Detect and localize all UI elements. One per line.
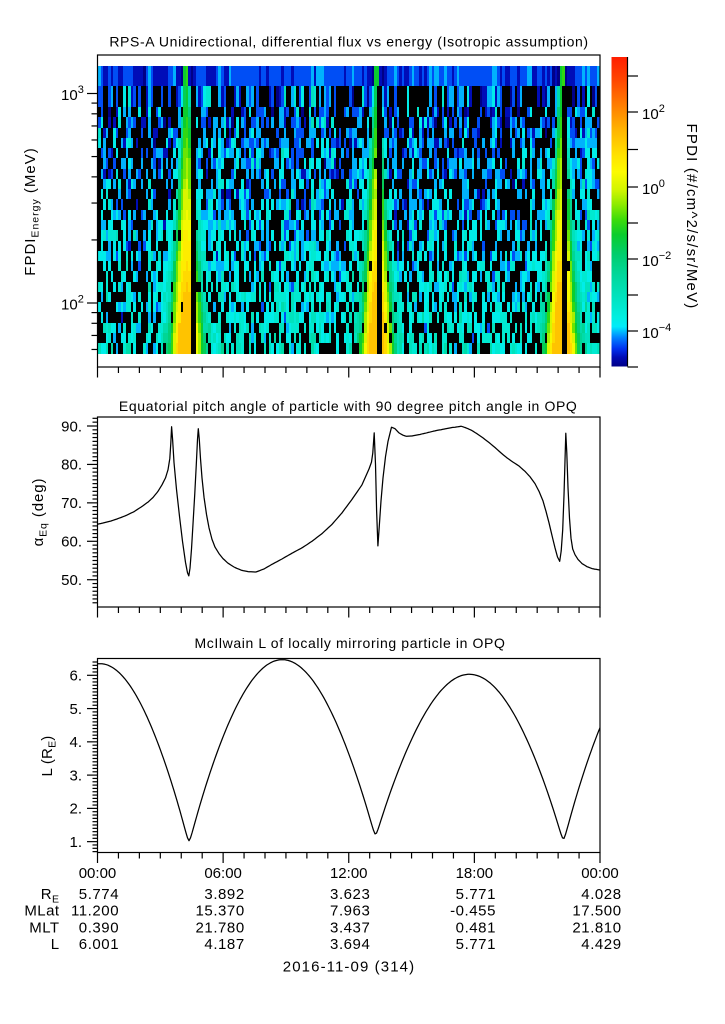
svg-text:-0.455: -0.455 <box>450 903 496 920</box>
svg-text:MLT: MLT <box>29 919 59 936</box>
svg-text:3.694: 3.694 <box>330 936 370 953</box>
svg-text:5.771: 5.771 <box>456 936 496 953</box>
svg-text:6.: 6. <box>69 668 82 685</box>
svg-text:4.028: 4.028 <box>581 886 621 903</box>
svg-text:2.: 2. <box>69 801 82 818</box>
svg-text:06:00: 06:00 <box>204 865 242 882</box>
svg-text:3.437: 3.437 <box>330 919 370 936</box>
svg-text:MLat: MLat <box>24 903 60 920</box>
svg-text:21.810: 21.810 <box>572 919 621 936</box>
svg-text:4.187: 4.187 <box>204 936 244 953</box>
svg-text:2016-11-09 (314): 2016-11-09 (314) <box>283 959 415 976</box>
svg-text:αEq (deg): αEq (deg) <box>30 478 50 547</box>
svg-text:50.: 50. <box>61 572 82 589</box>
svg-text:1.: 1. <box>69 834 82 851</box>
svg-text:7.963: 7.963 <box>330 903 370 920</box>
svg-text:90.: 90. <box>61 418 82 435</box>
svg-text:21.780: 21.780 <box>196 919 245 936</box>
svg-text:11.200: 11.200 <box>71 903 119 920</box>
svg-text:17.500: 17.500 <box>572 903 621 920</box>
svg-text:0.390: 0.390 <box>79 919 119 936</box>
svg-text:L (RE): L (RE) <box>39 735 59 776</box>
svg-text:3.623: 3.623 <box>330 886 370 903</box>
svg-text:3.: 3. <box>69 767 82 784</box>
svg-text:5.: 5. <box>69 701 82 718</box>
svg-text:15.370: 15.370 <box>196 903 245 920</box>
svg-text:80.: 80. <box>61 457 82 474</box>
svg-text:5.774: 5.774 <box>79 886 119 903</box>
svg-text:Equatorial pitch angle of part: Equatorial pitch angle of particle with … <box>119 398 578 414</box>
svg-text:12:00: 12:00 <box>330 865 368 882</box>
svg-text:FPDI (#/cm^2/s/sr/MeV): FPDI (#/cm^2/s/sr/MeV) <box>683 124 700 310</box>
svg-text:4.: 4. <box>69 734 82 751</box>
svg-text:00:00: 00:00 <box>79 865 117 882</box>
svg-text:60.: 60. <box>61 534 82 551</box>
svg-text:6.001: 6.001 <box>79 936 119 953</box>
svg-text:FPDIEnergy (MeV): FPDIEnergy (MeV) <box>22 147 42 275</box>
svg-text:RPS-A Unidirectional, differen: RPS-A Unidirectional, differential flux … <box>109 34 588 50</box>
svg-text:00:00: 00:00 <box>581 865 619 882</box>
svg-text:L: L <box>51 936 60 953</box>
svg-text:McIlwain L of locally mirrorin: McIlwain L of locally mirroring particle… <box>194 635 505 651</box>
svg-text:5.771: 5.771 <box>456 886 496 903</box>
svg-text:4.429: 4.429 <box>581 936 621 953</box>
svg-text:3.892: 3.892 <box>204 886 244 903</box>
svg-text:18:00: 18:00 <box>456 865 494 882</box>
svg-text:70.: 70. <box>61 495 82 512</box>
svg-text:0.481: 0.481 <box>456 919 496 936</box>
